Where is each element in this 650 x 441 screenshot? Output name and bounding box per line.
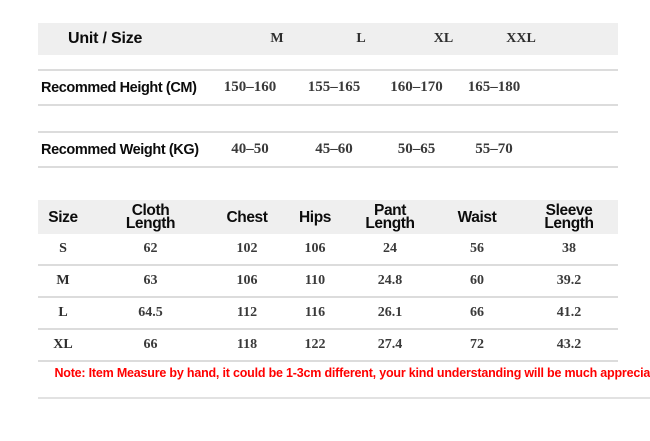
- cell-pant-length: 26.1: [377, 305, 403, 320]
- unit-size-label: Unit / Size: [68, 30, 143, 47]
- col-header-chest-text: Chest: [226, 208, 268, 226]
- cell-sleeve-length: 39.2: [556, 273, 582, 288]
- cell-waist: 66: [470, 305, 484, 320]
- col-header-hips-text: Hips: [299, 208, 331, 226]
- height-value-m: 150–160: [223, 79, 277, 95]
- weight-row: Recommed Weight (KG) 40–50 45–60 50–65 5…: [38, 131, 618, 168]
- row-size: L: [58, 305, 68, 320]
- cell-pant-length: 24.8: [377, 273, 403, 288]
- cell-cloth-length: 62: [143, 241, 158, 256]
- table-row-s: S 62 102 106 24 56 38: [38, 234, 618, 266]
- col-header-pant-length: Pant Length: [349, 200, 431, 234]
- table-row-xl: XL 66 118 122 27.4 72 43.2: [38, 330, 618, 362]
- unit-size-header-row: Unit / Size M L XL XXL: [38, 23, 618, 55]
- height-value-xl: 160–170: [390, 79, 443, 95]
- height-row-label: Recommed Height (CM): [41, 79, 197, 96]
- size-column-xxl: XXL: [506, 31, 536, 46]
- col-header-hips: Hips: [281, 200, 349, 234]
- cell-hips: 116: [304, 305, 326, 320]
- weight-value-m: 40–50: [231, 141, 269, 157]
- cell-chest: 102: [236, 241, 258, 256]
- cell-sleeve-length: 38: [562, 241, 576, 256]
- col-header-cloth-length: Cloth Length: [88, 200, 213, 234]
- measurement-note: Note: Item Measure by hand, it could be …: [54, 366, 650, 380]
- col-header-sleeve-length-text: Sleeve Length: [544, 202, 594, 232]
- col-header-waist: Waist: [431, 200, 523, 234]
- size-column-l: L: [356, 31, 366, 46]
- size-column-m: M: [270, 31, 284, 46]
- table-row-m: M 63 106 110 24.8 60 39.2: [38, 266, 618, 298]
- col-header-cloth-length-text: Cloth Length: [125, 202, 176, 232]
- cell-chest: 118: [236, 337, 258, 352]
- cell-waist: 72: [470, 337, 484, 352]
- row-size: S: [59, 241, 67, 256]
- cell-chest: 106: [236, 273, 258, 288]
- weight-value-xl: 50–65: [397, 141, 436, 157]
- col-header-chest: Chest: [213, 200, 281, 234]
- cell-hips: 106: [304, 241, 326, 256]
- table-row-l: L 64.5 112 116 26.1 66 41.2: [38, 298, 618, 330]
- col-header-pant-length-text: Pant Length: [365, 202, 415, 232]
- cell-hips: 122: [304, 337, 326, 352]
- weight-value-xxl: 55–70: [475, 141, 513, 157]
- height-row: Recommed Height (CM) 150–160 155–165 160…: [38, 69, 618, 106]
- cell-hips: 110: [304, 273, 326, 288]
- cell-pant-length: 24: [383, 241, 397, 256]
- row-size: M: [56, 273, 70, 288]
- bottom-divider: [38, 397, 650, 399]
- weight-row-label: Recommed Weight (KG): [41, 141, 199, 158]
- cell-pant-length: 27.4: [377, 337, 403, 352]
- cell-waist: 60: [470, 273, 484, 288]
- cell-cloth-length: 66: [143, 337, 158, 352]
- row-size: XL: [53, 337, 73, 352]
- height-value-l: 155–165: [307, 79, 361, 95]
- col-header-sleeve-length: Sleeve Length: [523, 200, 615, 234]
- measurement-rows: S 62 102 106 24 56 38 M 63 106 110 24.8 …: [38, 234, 618, 362]
- size-column-xl: XL: [433, 31, 454, 46]
- col-header-size: Size: [38, 200, 88, 234]
- cell-cloth-length: 64.5: [138, 305, 163, 320]
- cell-sleeve-length: 43.2: [556, 337, 582, 352]
- cell-chest: 112: [236, 305, 258, 320]
- weight-value-l: 45–60: [315, 141, 353, 157]
- col-header-waist-text: Waist: [457, 208, 497, 226]
- cell-sleeve-length: 41.2: [556, 305, 582, 320]
- measurement-header-row: Size Cloth Length Chest Hips Pant Length…: [38, 200, 618, 234]
- cell-waist: 56: [470, 241, 484, 256]
- cell-cloth-length: 63: [143, 273, 158, 288]
- height-value-xxl: 165–180: [467, 79, 521, 95]
- col-header-size-text: Size: [48, 208, 78, 226]
